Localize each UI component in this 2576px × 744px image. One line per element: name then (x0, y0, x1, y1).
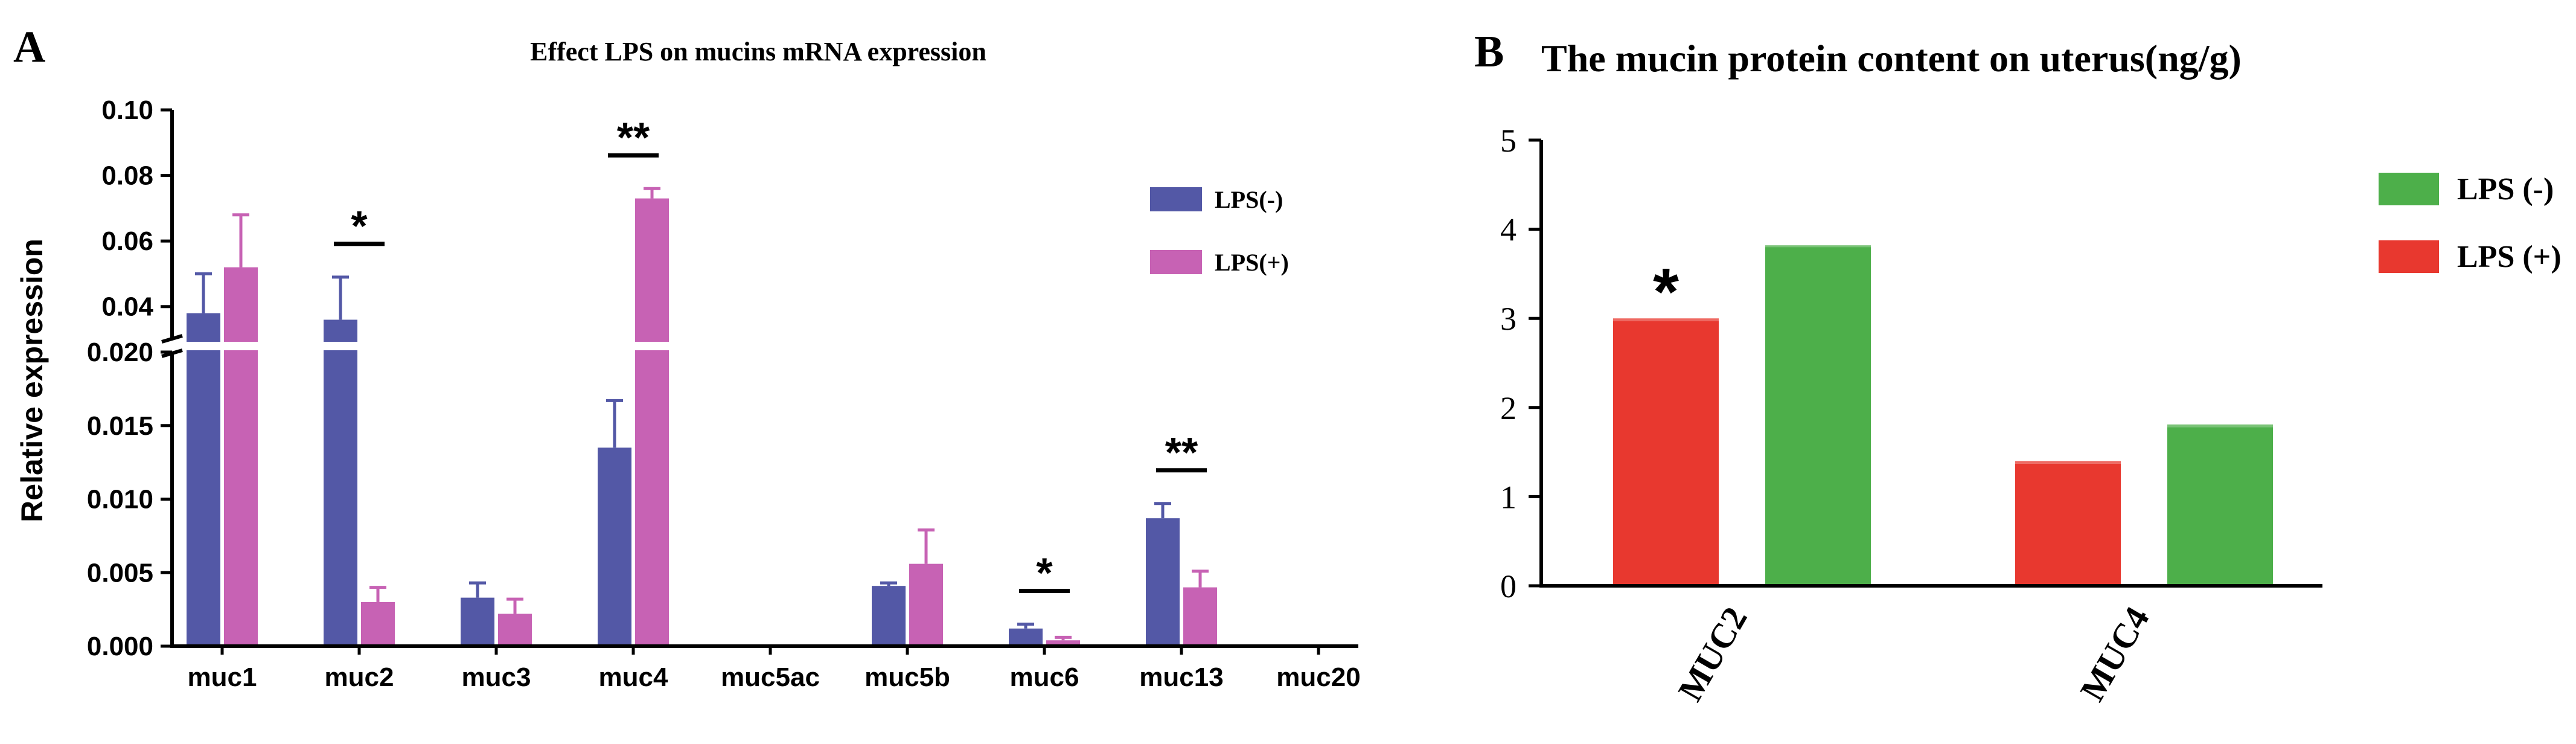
legend-swatch-lps-neg-b (2379, 173, 2439, 205)
bar-muc3-lps (498, 614, 532, 646)
panel-a-y-axis-label: Relative expression (15, 239, 49, 522)
legend-swatch-lps-pos-b (2379, 240, 2439, 273)
panel-a-bars (187, 198, 1354, 647)
panel-a-letter: A (13, 22, 45, 72)
panel-a-significance: ****** (334, 114, 1207, 596)
panel-a-title: Effect LPS on mucins mRNA expression (530, 37, 986, 66)
panel-b-y-ticks: 0 1 2 3 4 5 (1500, 123, 1541, 604)
y-tick-label-up-2: 0.08 (101, 161, 153, 191)
legend-label-lps-neg-b: LPS (-) (2457, 172, 2554, 207)
panel-b-letter: B (1474, 27, 1504, 77)
y-tick-label-low-2: 0.010 (87, 485, 153, 515)
y-tick-label-0: 0 (1500, 568, 1517, 604)
x-tick-label-muc6: muc6 (1010, 662, 1079, 692)
legend-swatch-lps-pos (1150, 250, 1202, 274)
panel-b-significance: * (1653, 255, 1679, 329)
panel-a: A Effect LPS on mucins mRNA expression R… (13, 22, 1362, 692)
y-tick-label-4: 4 (1500, 212, 1517, 248)
sig-label-muc2: * (1653, 255, 1679, 329)
legend-label-lps-pos-b: LPS (+) (2457, 240, 2562, 274)
bar-muc5b-lps (909, 563, 943, 646)
bar-muc13-lps (1146, 518, 1180, 646)
bar-muc2-lps (361, 601, 395, 646)
x-tick-label-muc20: muc20 (1276, 662, 1360, 692)
error-cap-muc4-lps (2015, 461, 2121, 464)
bar-muc3-lps (461, 597, 494, 646)
sig-label-muc6: * (1036, 549, 1053, 596)
bar-muc2-lps (1765, 247, 1871, 586)
bar-muc2-lps (1613, 321, 1719, 586)
y-tick-label-5: 5 (1500, 123, 1517, 159)
error-cap-muc2-lps (1765, 245, 1871, 248)
y-tick-label-up-1: 0.06 (101, 226, 153, 256)
y-tick-label-2: 2 (1500, 390, 1517, 426)
bar-muc4-lps (2015, 463, 2121, 586)
panel-a-legend: LPS(-) LPS(+) (1150, 186, 1289, 276)
bar-muc13-lps (1183, 587, 1217, 646)
panel-a-error-bars (195, 187, 1209, 641)
panel-a-axis-break-gap (179, 342, 1362, 350)
panel-a-axis-break-mark-bottom (161, 348, 183, 358)
x-tick-label-muc3: muc3 (462, 662, 531, 692)
y-tick-label-low-3: 0.015 (87, 411, 153, 441)
bar-muc4-lps (635, 198, 669, 647)
panel-a-x-ticks: muc1 muc2 muc3 muc4 muc5ac muc5b muc6 muc13 muc2… (188, 646, 1361, 692)
x-tick-label-muc5b: muc5b (865, 662, 950, 692)
legend-swatch-lps-neg (1150, 187, 1202, 211)
error-cap-muc4-lps (2167, 424, 2273, 428)
bar-muc1-lps (187, 313, 220, 646)
error-cap-muc2-lps (1613, 318, 1719, 321)
panel-b-bars (1613, 245, 2273, 586)
panel-b-title: The mucin protein content on uterus(ng/g… (1541, 37, 2242, 80)
y-tick-label-1: 1 (1500, 479, 1517, 515)
y-tick-label-low-4: 0.020 (87, 338, 153, 367)
bar-muc1-lps (224, 267, 258, 647)
y-tick-label-up-0: 0.04 (101, 292, 153, 322)
x-tick-label-muc4: muc4 (599, 662, 668, 692)
bar-muc5b-lps (872, 586, 906, 646)
panel-a-y-ticks: 0.000 0.005 0.010 0.015 0.020 0.04 0.06 0.08 0.1… (87, 95, 172, 661)
x-tick-label-muc13: muc13 (1139, 662, 1223, 692)
x-tick-label-muc1: muc1 (188, 662, 257, 692)
sig-label-muc13: ** (1165, 429, 1198, 476)
y-tick-label-3: 3 (1500, 301, 1517, 337)
bar-muc2-lps (324, 319, 357, 646)
y-tick-label-low-1: 0.005 (87, 558, 153, 588)
bar-muc6-lps (1009, 628, 1043, 646)
panel-b: B The mucin protein content on uterus(ng… (1474, 27, 2562, 708)
legend-label-lps-neg: LPS(-) (1215, 186, 1283, 213)
x-tick-label-muc5ac: muc5ac (721, 662, 820, 692)
sig-label-muc2: * (351, 202, 368, 249)
panel-a-axis-break-mark-top (161, 334, 183, 344)
y-tick-label-up-3: 0.10 (101, 95, 153, 125)
bar-muc4-lps (598, 447, 631, 646)
bar-muc4-lps (2167, 427, 2273, 586)
bar-muc6-lps (1046, 640, 1080, 646)
sig-label-muc4: ** (617, 114, 650, 161)
legend-label-lps-pos: LPS(+) (1215, 249, 1289, 276)
x-tick-label-muc2: muc2 (325, 662, 394, 692)
panel-b-legend: LPS (-) LPS (+) (2379, 172, 2562, 274)
y-tick-label-low-0: 0.000 (87, 632, 153, 661)
